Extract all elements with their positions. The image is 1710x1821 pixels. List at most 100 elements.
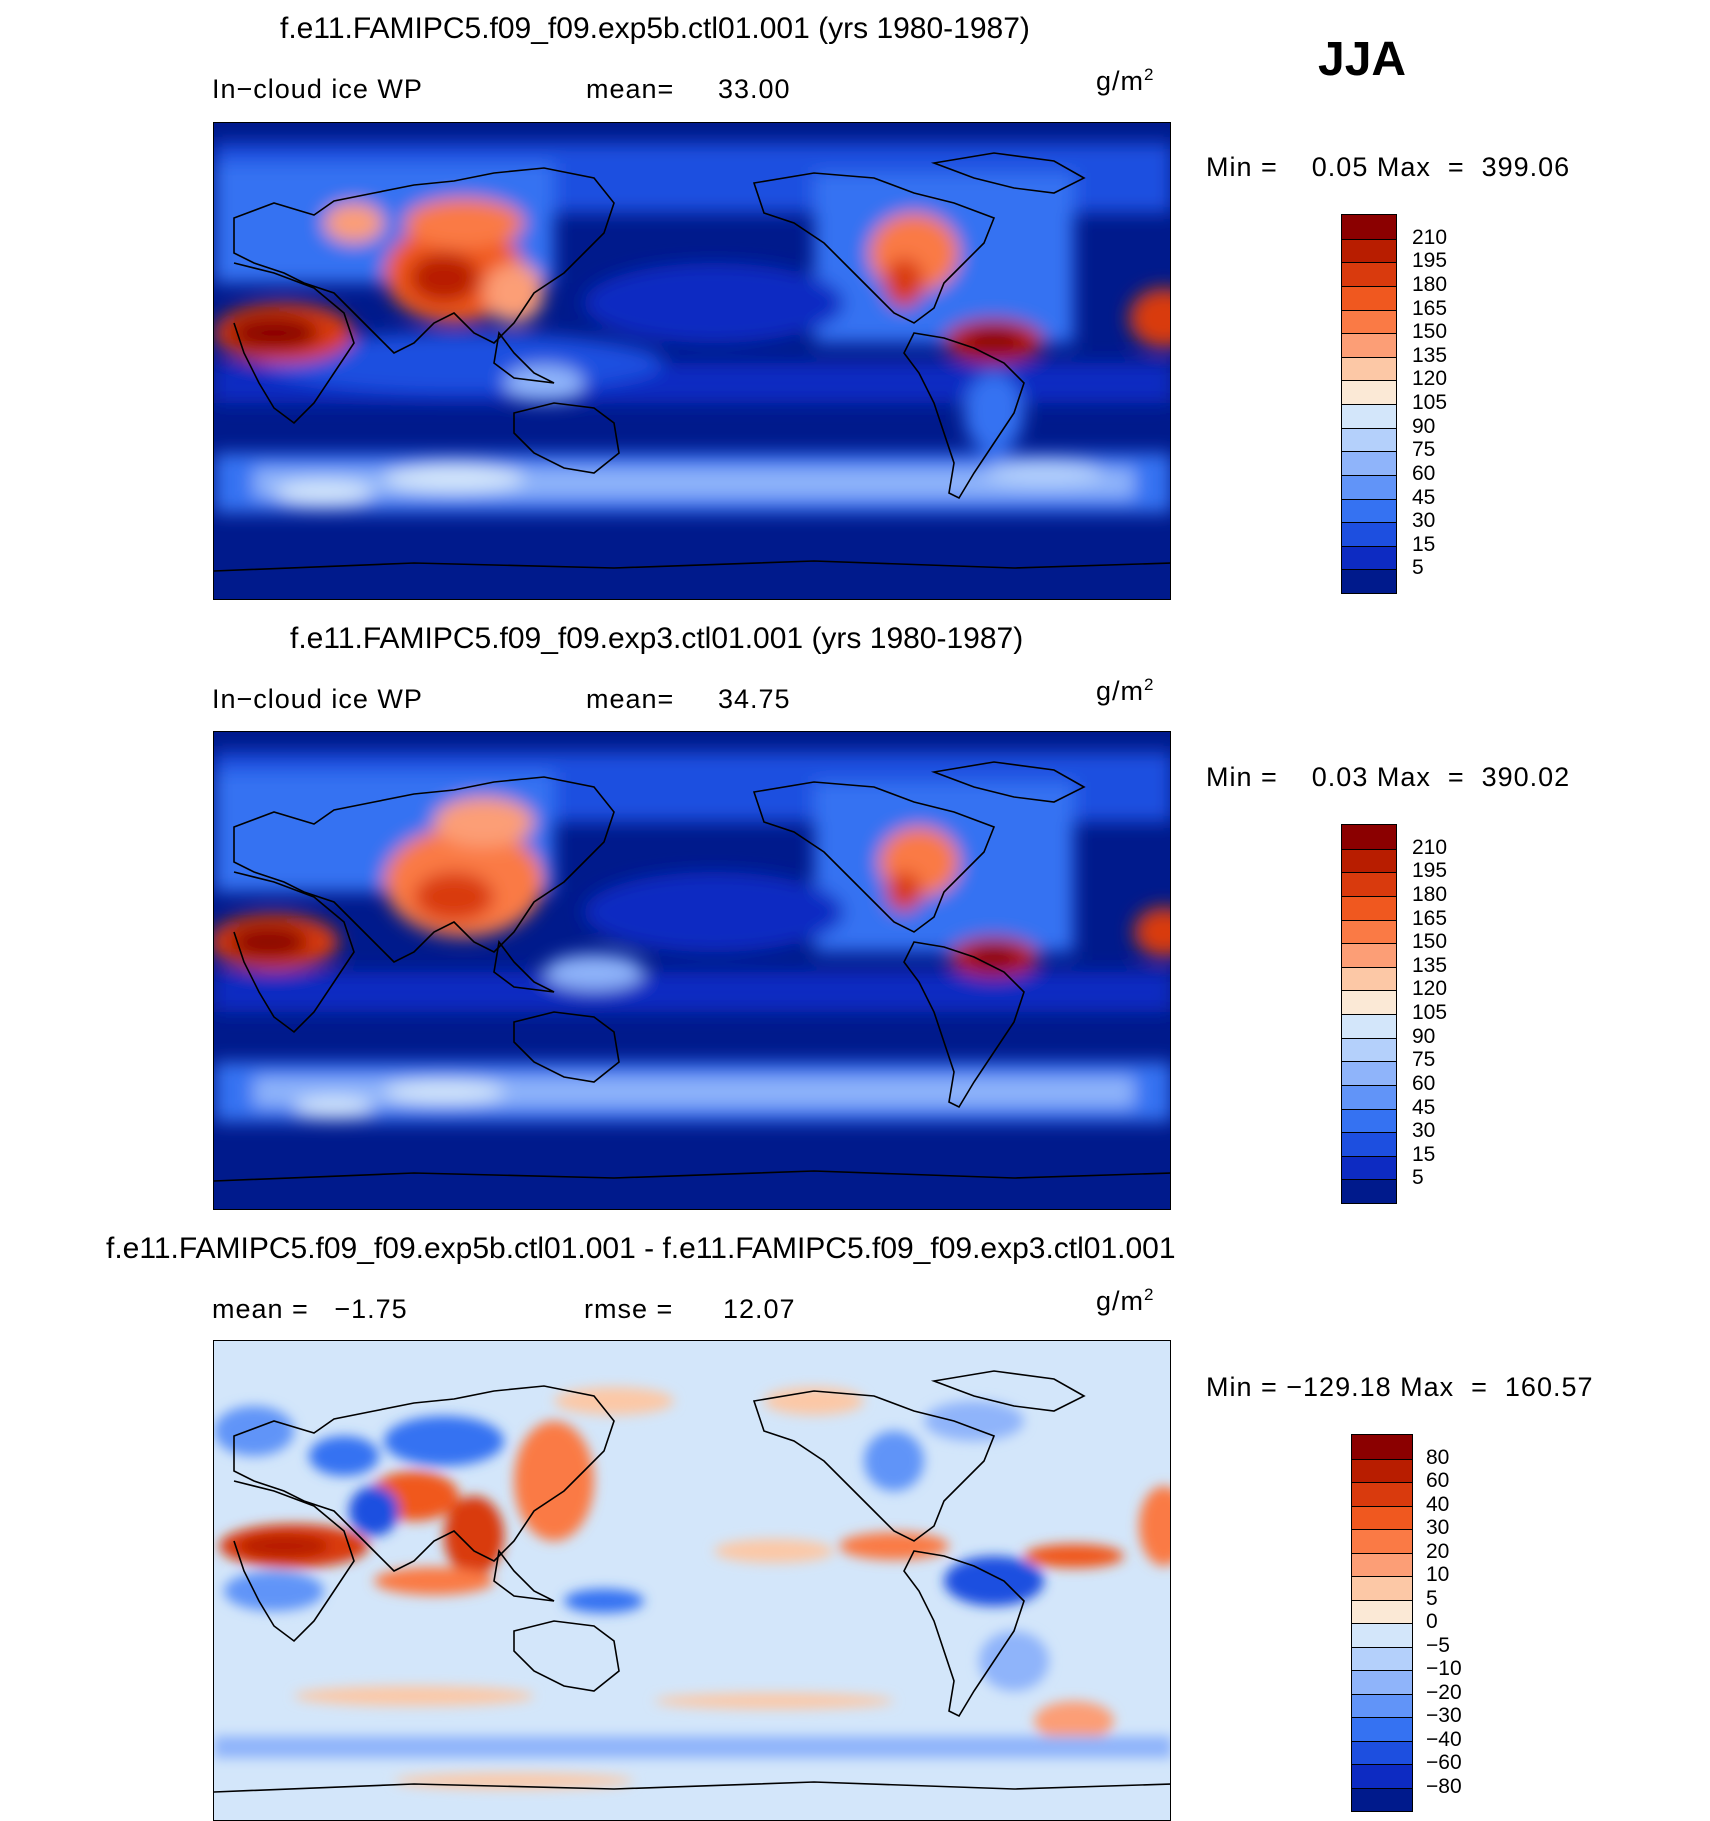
colorbar-tick-label: 20 [1426, 1539, 1450, 1563]
panel-1-colorbar [1341, 214, 1397, 594]
colorbar-swatch [1342, 1084, 1396, 1109]
panel-2-mean-label: mean= [586, 684, 675, 714]
colorbar-swatch [1352, 1764, 1412, 1788]
colorbar-tick-label: −40 [1426, 1727, 1462, 1751]
colorbar-swatch [1342, 1132, 1396, 1156]
colorbar-tick-label: 150 [1412, 320, 1448, 344]
colorbar-swatch [1352, 1482, 1412, 1506]
colorbar-tick-label: 0 [1426, 1610, 1438, 1633]
colorbar-tick-label: −10 [1426, 1657, 1462, 1680]
colorbar-tick-label: 120 [1412, 367, 1448, 391]
colorbar-swatch [1342, 474, 1396, 499]
colorbar-swatch [1342, 451, 1396, 475]
colorbar-swatch [1352, 1717, 1412, 1741]
colorbar-tick-label: 75 [1412, 438, 1436, 462]
colorbar-tick-label: 40 [1426, 1492, 1450, 1516]
colorbar-swatch [1342, 309, 1396, 334]
colorbar-swatch [1342, 1037, 1396, 1062]
panel-3-rmse-value: 12.07 [723, 1294, 796, 1324]
panel-3-rmse-label: rmse = [584, 1294, 674, 1324]
colorbar-swatch [1352, 1505, 1412, 1529]
panel-1-mean-value: 33.00 [718, 74, 791, 104]
colorbar-swatch [1342, 919, 1396, 944]
panel-1-minmax: Min = 0.05 Max = 399.06 [1206, 152, 1571, 182]
panel-3-minmax: Min = −129.18 Max = 160.57 [1206, 1372, 1594, 1402]
colorbar-swatch [1352, 1529, 1412, 1553]
colorbar-tick-label: −20 [1426, 1680, 1462, 1704]
colorbar-tick-label: 135 [1412, 343, 1448, 367]
colorbar-swatch [1342, 215, 1396, 239]
colorbar-tick-label: 15 [1412, 532, 1436, 556]
colorbar-tick-label: 45 [1412, 485, 1436, 509]
panel-2-colorbar [1341, 824, 1397, 1204]
colorbar-swatch [1352, 1576, 1412, 1600]
colorbar-tick-label: 30 [1426, 1516, 1450, 1539]
colorbar-tick-label: 5 [1412, 556, 1424, 580]
colorbar-swatch [1342, 943, 1396, 967]
colorbar-swatch [1352, 1693, 1412, 1717]
colorbar-swatch [1342, 1179, 1396, 1203]
colorbar-swatch [1342, 1061, 1396, 1085]
colorbar-tick-label: 75 [1412, 1048, 1436, 1072]
colorbar-tick-label: 150 [1412, 930, 1448, 954]
colorbar-swatch [1342, 545, 1396, 570]
colorbar-swatch [1342, 404, 1396, 428]
colorbar-tick-label: 135 [1412, 953, 1448, 977]
panel-3-map [213, 1340, 1171, 1821]
colorbar-tick-label: −5 [1426, 1633, 1450, 1657]
colorbar-tick-label: −80 [1426, 1774, 1462, 1798]
colorbar-tick-label: −60 [1426, 1751, 1462, 1774]
colorbar-tick-label: 105 [1412, 1001, 1448, 1024]
panel-1-units: g/m2 [1096, 65, 1155, 96]
colorbar-tick-label: 105 [1412, 391, 1448, 414]
colorbar-tick-label: 15 [1412, 1142, 1436, 1166]
colorbar-swatch [1342, 1155, 1396, 1180]
panel-2-variable-label: In−cloud ice WP [212, 684, 423, 714]
colorbar-swatch [1352, 1787, 1412, 1811]
panel-2-units: g/m2 [1096, 675, 1155, 706]
colorbar-swatch [1342, 825, 1396, 849]
colorbar-swatch [1342, 380, 1396, 404]
colorbar-tick-label: 30 [1412, 509, 1436, 533]
colorbar-tick-label: 5 [1412, 1166, 1424, 1190]
colorbar-swatch [1342, 238, 1396, 263]
panel-2-title: f.e11.FAMIPC5.f09_f09.exp3.ctl01.001 (yr… [290, 622, 1024, 655]
colorbar-swatch [1342, 966, 1396, 991]
colorbar-tick-label: 165 [1412, 906, 1448, 930]
colorbar-tick-label: 10 [1426, 1563, 1450, 1586]
colorbar-swatch [1342, 990, 1396, 1014]
colorbar-swatch [1342, 262, 1396, 286]
panel-2-minmax: Min = 0.03 Max = 390.02 [1206, 762, 1571, 792]
colorbar-tick-label: 180 [1412, 882, 1448, 906]
colorbar-tick-label: 60 [1412, 461, 1436, 485]
colorbar-swatch [1342, 522, 1396, 546]
colorbar-tick-label: 30 [1412, 1119, 1436, 1143]
colorbar-swatch [1342, 848, 1396, 873]
colorbar-swatch [1342, 895, 1396, 920]
colorbar-tick-label: 5 [1426, 1586, 1438, 1610]
season-label: JJA [1318, 33, 1407, 86]
colorbar-tick-label: 195 [1412, 249, 1448, 273]
colorbar-tick-label: 210 [1412, 225, 1448, 249]
colorbar-swatch [1352, 1458, 1412, 1482]
panel-1-title: f.e11.FAMIPC5.f09_f09.exp5b.ctl01.001 (y… [280, 12, 1030, 45]
colorbar-tick-label: 60 [1412, 1071, 1436, 1095]
colorbar-tick-label: 180 [1412, 272, 1448, 296]
panel-3-title: f.e11.FAMIPC5.f09_f09.exp5b.ctl01.001 - … [106, 1232, 1176, 1265]
colorbar-tick-label: 60 [1426, 1469, 1450, 1492]
colorbar-swatch [1352, 1740, 1412, 1764]
colorbar-tick-label: 210 [1412, 835, 1448, 859]
colorbar-tick-label: −30 [1426, 1704, 1462, 1727]
colorbar-tick-label: 120 [1412, 977, 1448, 1001]
panel-2-mean-value: 34.75 [718, 684, 791, 714]
colorbar-tick-label: 80 [1426, 1445, 1450, 1469]
colorbar-tick-label: 90 [1412, 1024, 1436, 1048]
colorbar-swatch [1352, 1646, 1412, 1670]
colorbar-swatch [1352, 1670, 1412, 1694]
colorbar-tick-label: 45 [1412, 1095, 1436, 1119]
colorbar-swatch [1342, 872, 1396, 896]
colorbar-swatch [1342, 356, 1396, 381]
colorbar-tick-label: 90 [1412, 414, 1436, 438]
panel-3-units: g/m2 [1096, 1285, 1155, 1316]
colorbar-swatch [1352, 1599, 1412, 1623]
